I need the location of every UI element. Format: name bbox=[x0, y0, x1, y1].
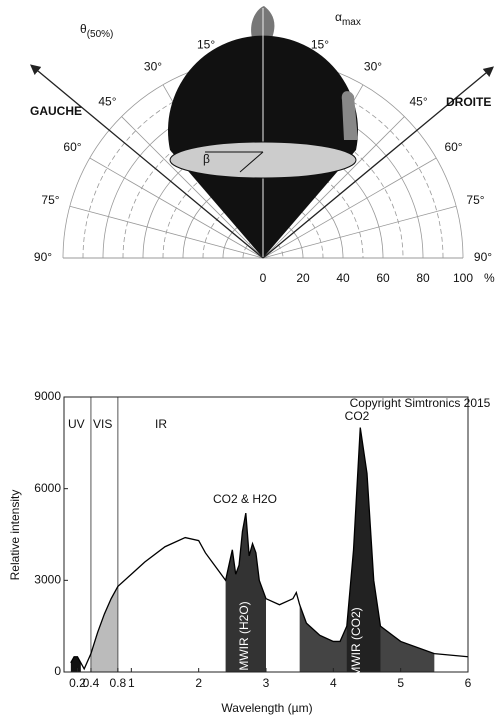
annotation: VIS bbox=[93, 417, 112, 431]
annotation: CO2 & H2O bbox=[213, 492, 277, 506]
angle-label: 90° bbox=[34, 250, 52, 264]
y-tick-label: 3000 bbox=[34, 573, 61, 587]
annotation: IR bbox=[155, 417, 167, 431]
x-tick-label: 5 bbox=[397, 676, 404, 690]
r-tick-label: 100 bbox=[453, 271, 473, 285]
theta-label: θ(50%) bbox=[80, 22, 113, 39]
x-tick-label: 0.4 bbox=[83, 676, 100, 690]
angle-label: 15° bbox=[197, 38, 215, 52]
angle-label: 60° bbox=[63, 140, 81, 154]
x-axis-label: Wavelength (µm) bbox=[221, 701, 312, 715]
polar-chart: 15° 15° 30° 30° 45° 45° 60° 60° 75° 75° 90° 90° β 0 20… bbox=[32, 6, 495, 285]
right-label: DROITE bbox=[446, 95, 491, 109]
y-tick-label: 6000 bbox=[34, 481, 61, 495]
annotation: UV bbox=[68, 417, 85, 431]
band-area bbox=[71, 428, 468, 672]
y-axis-label: Relative intensity bbox=[8, 490, 22, 581]
copyright: Copyright Simtronics 2015 bbox=[350, 396, 491, 410]
band-area bbox=[71, 428, 468, 672]
angle-label: 15° bbox=[311, 38, 329, 52]
alpha-symbol: α bbox=[335, 10, 342, 24]
annotation: MWIR (CO2) bbox=[349, 607, 363, 676]
band-area bbox=[71, 428, 468, 672]
angle-label: 90° bbox=[474, 250, 492, 264]
x-tick-label: 2 bbox=[195, 676, 202, 690]
angle-label: 45° bbox=[98, 95, 116, 109]
page: 15°15°30°30°45°45°60°60°75°75°90°90°β020… bbox=[0, 0, 498, 719]
beta-label: β bbox=[203, 152, 210, 166]
angle-label: 45° bbox=[409, 95, 427, 109]
x-tick-label: 0.8 bbox=[110, 676, 127, 690]
angle-label: 30° bbox=[364, 60, 382, 74]
angle-label: 75° bbox=[41, 193, 59, 207]
r-tick-label: 60 bbox=[376, 271, 390, 285]
angle-label: 75° bbox=[466, 193, 484, 207]
left-label: GAUCHE bbox=[30, 104, 82, 118]
annotation: MWIR (H2O) bbox=[237, 601, 251, 670]
theta-subscript: (50%) bbox=[87, 29, 114, 40]
band-area bbox=[71, 428, 468, 672]
x-tick-label: 4 bbox=[330, 676, 337, 690]
r-tick-label: 20 bbox=[296, 271, 310, 285]
y-tick-label: 0 bbox=[54, 664, 61, 678]
alpha-label: αmax bbox=[335, 10, 361, 27]
y-tick-label: 9000 bbox=[34, 389, 61, 403]
angle-label: 60° bbox=[444, 140, 462, 154]
band-area bbox=[71, 428, 468, 672]
r-tick-label: 40 bbox=[336, 271, 350, 285]
r-tick-label: 0 bbox=[260, 271, 267, 285]
figure: 15°15°30°30°45°45°60°60°75°75°90°90°β020… bbox=[0, 0, 498, 719]
x-tick-label: 6 bbox=[465, 676, 472, 690]
annotation: CO2 bbox=[345, 409, 370, 423]
x-tick-label: 3 bbox=[263, 676, 270, 690]
r-unit: % bbox=[484, 271, 495, 285]
spectrum-line bbox=[71, 428, 468, 669]
angle-label: 30° bbox=[144, 60, 162, 74]
r-tick-label: 80 bbox=[416, 271, 430, 285]
flame-section bbox=[170, 142, 356, 178]
x-tick-label: 1 bbox=[128, 676, 135, 690]
alpha-subscript: max bbox=[342, 17, 361, 28]
